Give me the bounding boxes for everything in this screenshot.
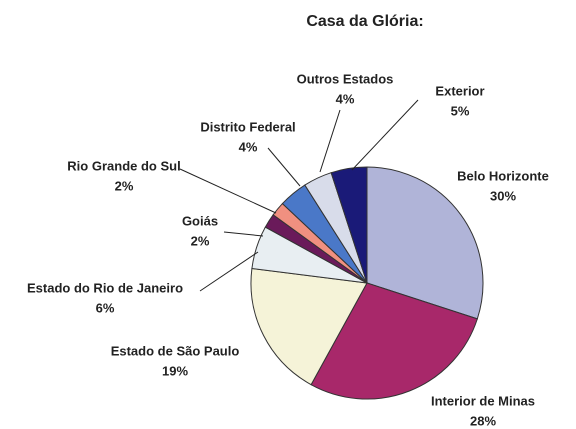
slice-label: Estado do Rio de Janeiro <box>27 280 183 295</box>
chart-title: Casa da Glória: <box>306 13 423 30</box>
slice-label: Estado de São Paulo <box>111 343 240 358</box>
slice-label: Rio Grande do Sul <box>67 158 180 173</box>
pie-slice <box>250 267 368 386</box>
slice-label: Belo Horizonte <box>457 168 549 183</box>
slice-value-label: 6% <box>96 300 115 315</box>
leader-line <box>267 147 301 187</box>
slice-value-label: 19% <box>162 363 188 378</box>
pie-slice <box>330 166 368 284</box>
slice-label: Outros Estados <box>297 71 394 86</box>
slice-value-label: 2% <box>191 233 210 248</box>
slice-value-label: 5% <box>451 103 470 118</box>
slice-value-label: 4% <box>239 139 258 154</box>
slice-label: Goiás <box>182 213 218 228</box>
slice-label: Distrito Federal <box>200 119 295 134</box>
pie-slice <box>366 166 484 320</box>
slice-label: Exterior <box>435 83 484 98</box>
slice-value-label: 28% <box>470 413 496 428</box>
leader-line <box>179 168 277 214</box>
leader-line <box>223 231 264 237</box>
leader-line <box>351 99 419 171</box>
slice-label: Interior de Minas <box>431 393 535 408</box>
slice-value-label: 2% <box>115 178 134 193</box>
leader-line <box>319 109 341 173</box>
leader-line <box>199 251 259 292</box>
slice-value-label: 30% <box>490 188 516 203</box>
slice-value-label: 4% <box>336 91 355 106</box>
pie-slice <box>310 282 478 400</box>
